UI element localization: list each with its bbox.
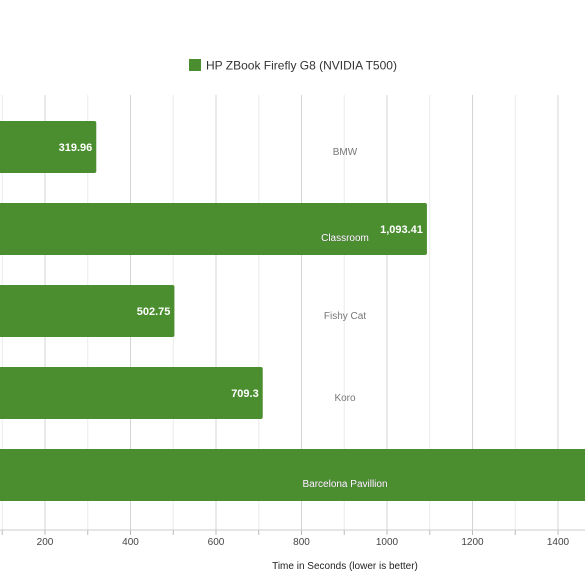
- bar: [0, 449, 585, 501]
- x-tick-label: 600: [208, 537, 225, 548]
- bar: [0, 285, 175, 337]
- x-axis-title: Time in Seconds (lower is better): [272, 561, 418, 572]
- legend-swatch: [189, 59, 201, 71]
- x-tick-label: 400: [122, 537, 139, 548]
- bar: [0, 121, 97, 173]
- legend-label: HP ZBook Firefly G8 (NVIDIA T500): [206, 59, 397, 73]
- bar-value-label: 502.75: [137, 306, 171, 318]
- x-axis-ticks: 200 400 600 800 1000 1200 1400: [37, 537, 570, 548]
- x-tick-label: 1000: [376, 537, 399, 548]
- category-label: Koro: [334, 393, 356, 404]
- x-tick-label: 1400: [547, 537, 570, 548]
- bar-value-label: 319.96: [59, 142, 93, 154]
- category-label: Barcelona Pavillion: [302, 479, 387, 490]
- bar: [0, 203, 427, 255]
- legend: HP ZBook Firefly G8 (NVIDIA T500): [189, 59, 397, 73]
- x-tick-label: 200: [37, 537, 54, 548]
- x-tick-label: 1200: [461, 537, 484, 548]
- bar: [0, 367, 263, 419]
- x-tick-label: 800: [293, 537, 310, 548]
- category-label: BMW: [333, 147, 358, 158]
- labels: 319.96 BMW 1,093.41 Classroom 502.75 Fishy Ca…: [59, 142, 423, 490]
- category-label: Classroom: [321, 233, 369, 244]
- bars: [0, 121, 585, 501]
- category-label: Fishy Cat: [324, 311, 366, 322]
- bar-value-label: 709.3: [231, 388, 259, 400]
- bar-value-label: 1,093.41: [380, 224, 423, 236]
